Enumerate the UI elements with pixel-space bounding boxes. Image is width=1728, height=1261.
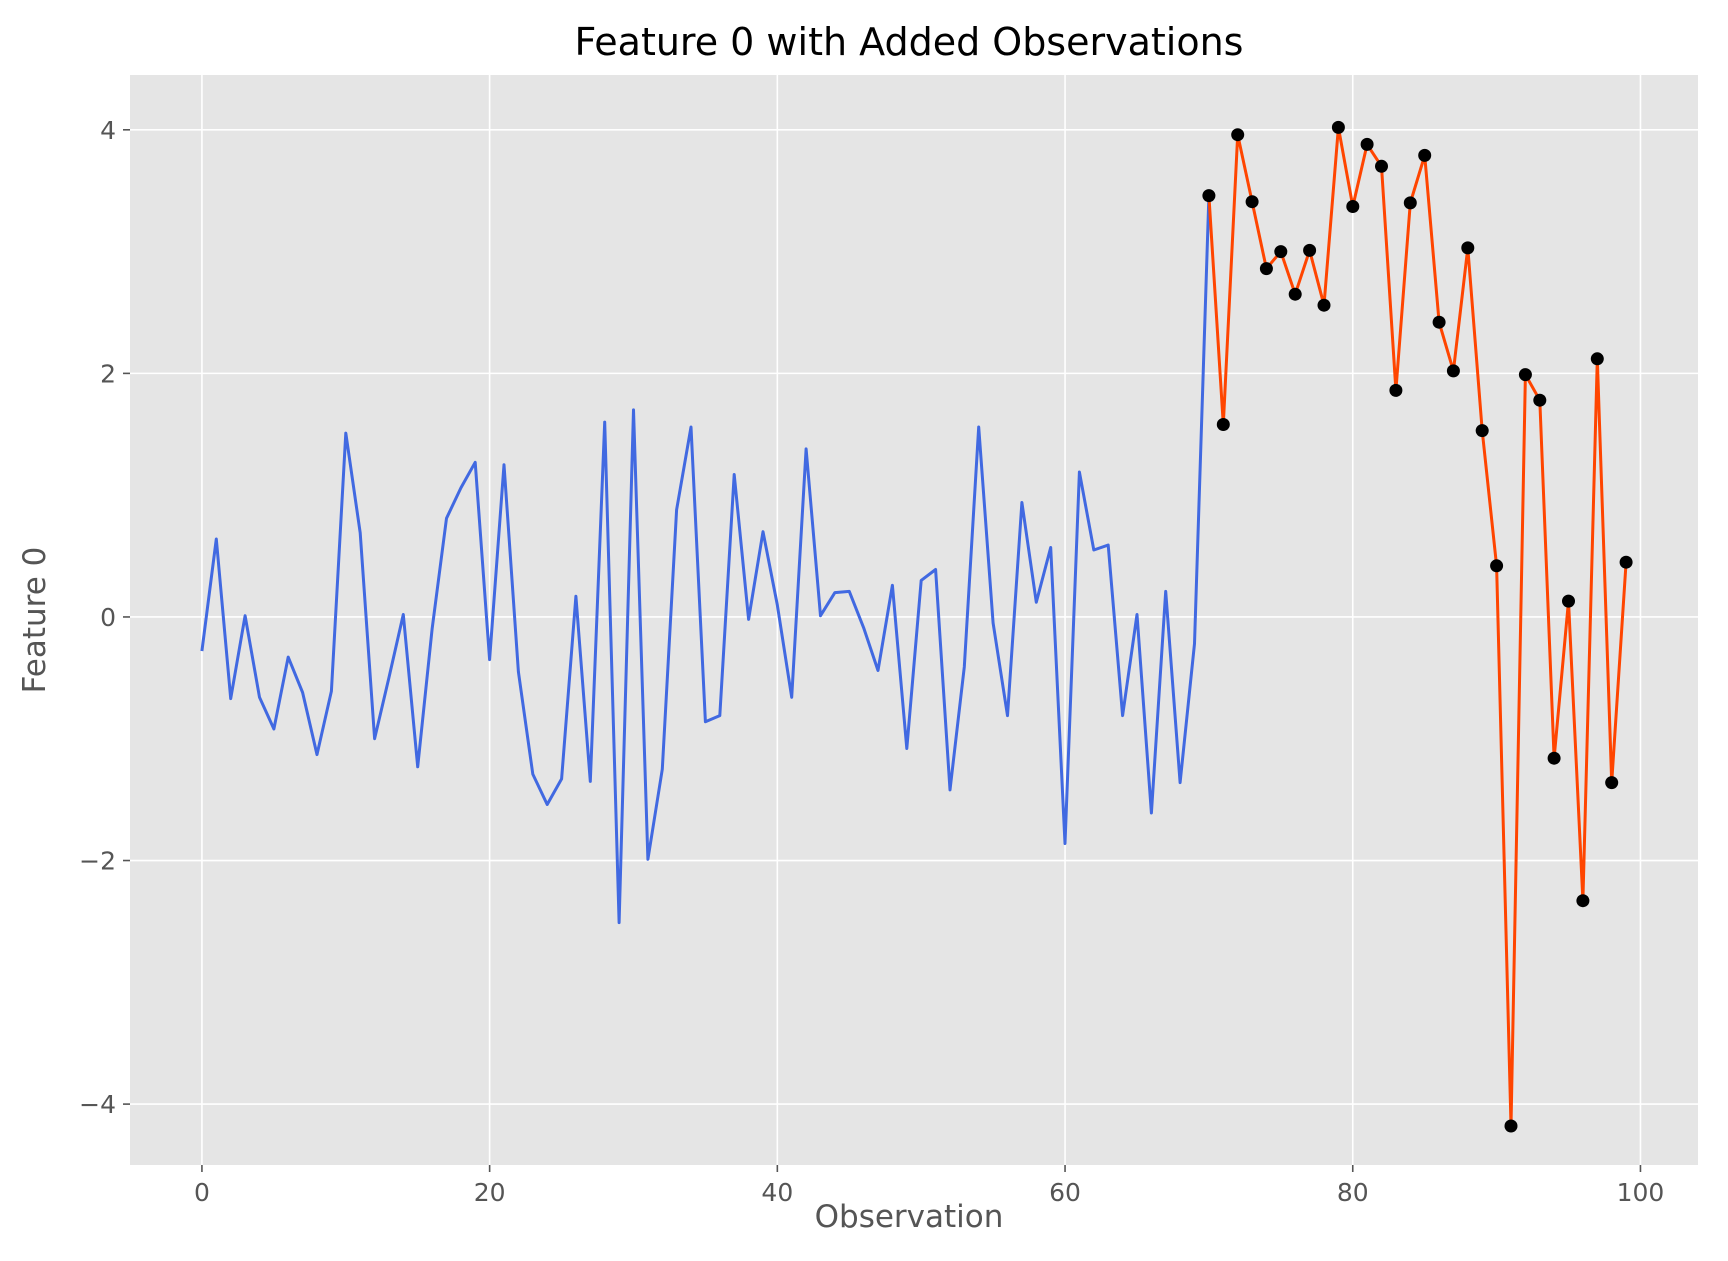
y-tick-label: 0: [100, 603, 116, 632]
data-point: [1259, 262, 1273, 276]
y-tick-label: −2: [79, 847, 116, 876]
data-point: [1418, 148, 1432, 162]
data-point: [1288, 287, 1302, 301]
data-point: [1202, 189, 1216, 203]
data-point: [1216, 418, 1230, 431]
x-tick-label: 60: [1049, 1178, 1081, 1207]
y-tick-label: −4: [79, 1090, 116, 1119]
data-point: [1446, 364, 1460, 378]
data-point: [1590, 352, 1604, 366]
data-point: [1375, 159, 1388, 173]
data-point: [1605, 776, 1619, 790]
data-point: [1403, 196, 1417, 210]
y-axis-label: Feature 0: [17, 547, 53, 694]
data-point: [1331, 120, 1345, 134]
y-axis: −4 −2 0 2 4: [79, 116, 130, 1119]
data-point: [1562, 594, 1575, 608]
data-point: [1518, 368, 1532, 382]
plot-area: [130, 75, 1698, 1165]
data-point: [1576, 894, 1590, 908]
data-point: [1547, 751, 1561, 765]
data-point: [1303, 243, 1317, 257]
data-point: [1475, 424, 1489, 438]
data-point: [1389, 383, 1403, 397]
data-point: [1317, 298, 1331, 312]
chart-title: Feature 0 with Added Observations: [575, 20, 1244, 64]
x-axis-label: Observation: [815, 1199, 1004, 1235]
data-point: [1346, 200, 1360, 213]
x-tick-label: 40: [761, 1178, 793, 1207]
data-point: [1533, 393, 1547, 407]
data-point: [1432, 315, 1446, 329]
data-point: [1490, 559, 1504, 573]
x-tick-label: 80: [1337, 1178, 1369, 1207]
grid-lines: [130, 75, 1698, 1165]
x-axis: 0 20 40 60 80 100: [194, 1165, 1664, 1207]
data-point: [1504, 1119, 1518, 1133]
series-layer: [200, 120, 1633, 1133]
y-tick-label: 4: [100, 116, 116, 145]
data-point: [1231, 128, 1245, 142]
data-point: [1360, 137, 1374, 151]
data-point: [1619, 555, 1633, 569]
x-tick-label: 20: [474, 1178, 506, 1207]
data-point: [1245, 195, 1259, 209]
x-tick-label: 0: [194, 1178, 210, 1207]
x-tick-label: 100: [1617, 1178, 1665, 1207]
y-tick-label: 2: [100, 359, 116, 388]
data-point: [1461, 241, 1475, 255]
series-line-1: [200, 195, 1211, 925]
data-point: [1274, 245, 1288, 259]
